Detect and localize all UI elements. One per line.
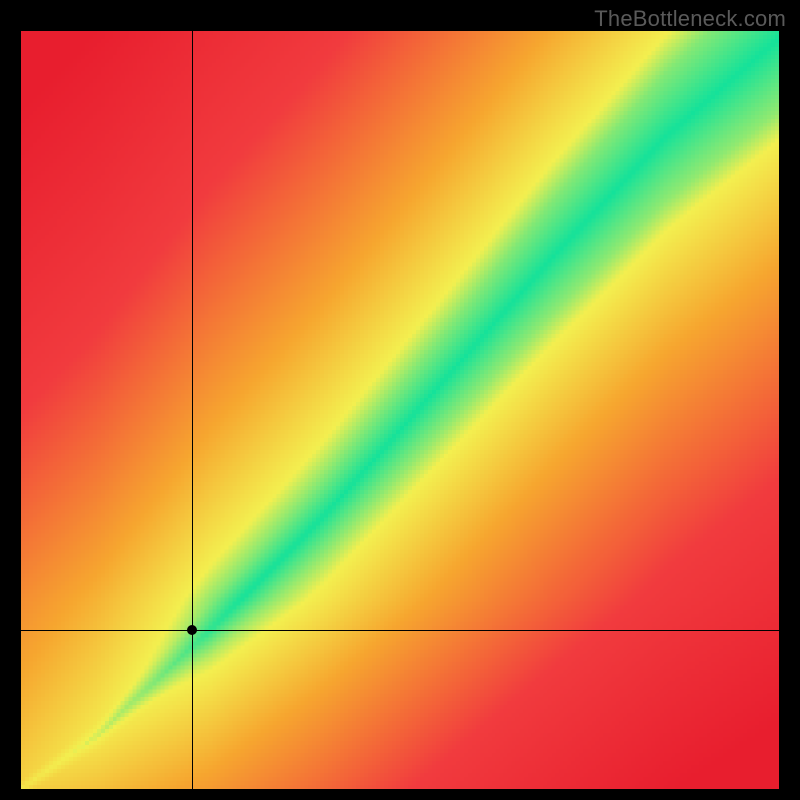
crosshair-horizontal [21,630,779,631]
watermark-text: TheBottleneck.com [594,6,786,32]
bottleneck-heatmap [21,31,779,789]
selection-marker-dot [187,625,197,635]
crosshair-vertical [192,31,193,789]
plot-area [21,31,779,789]
